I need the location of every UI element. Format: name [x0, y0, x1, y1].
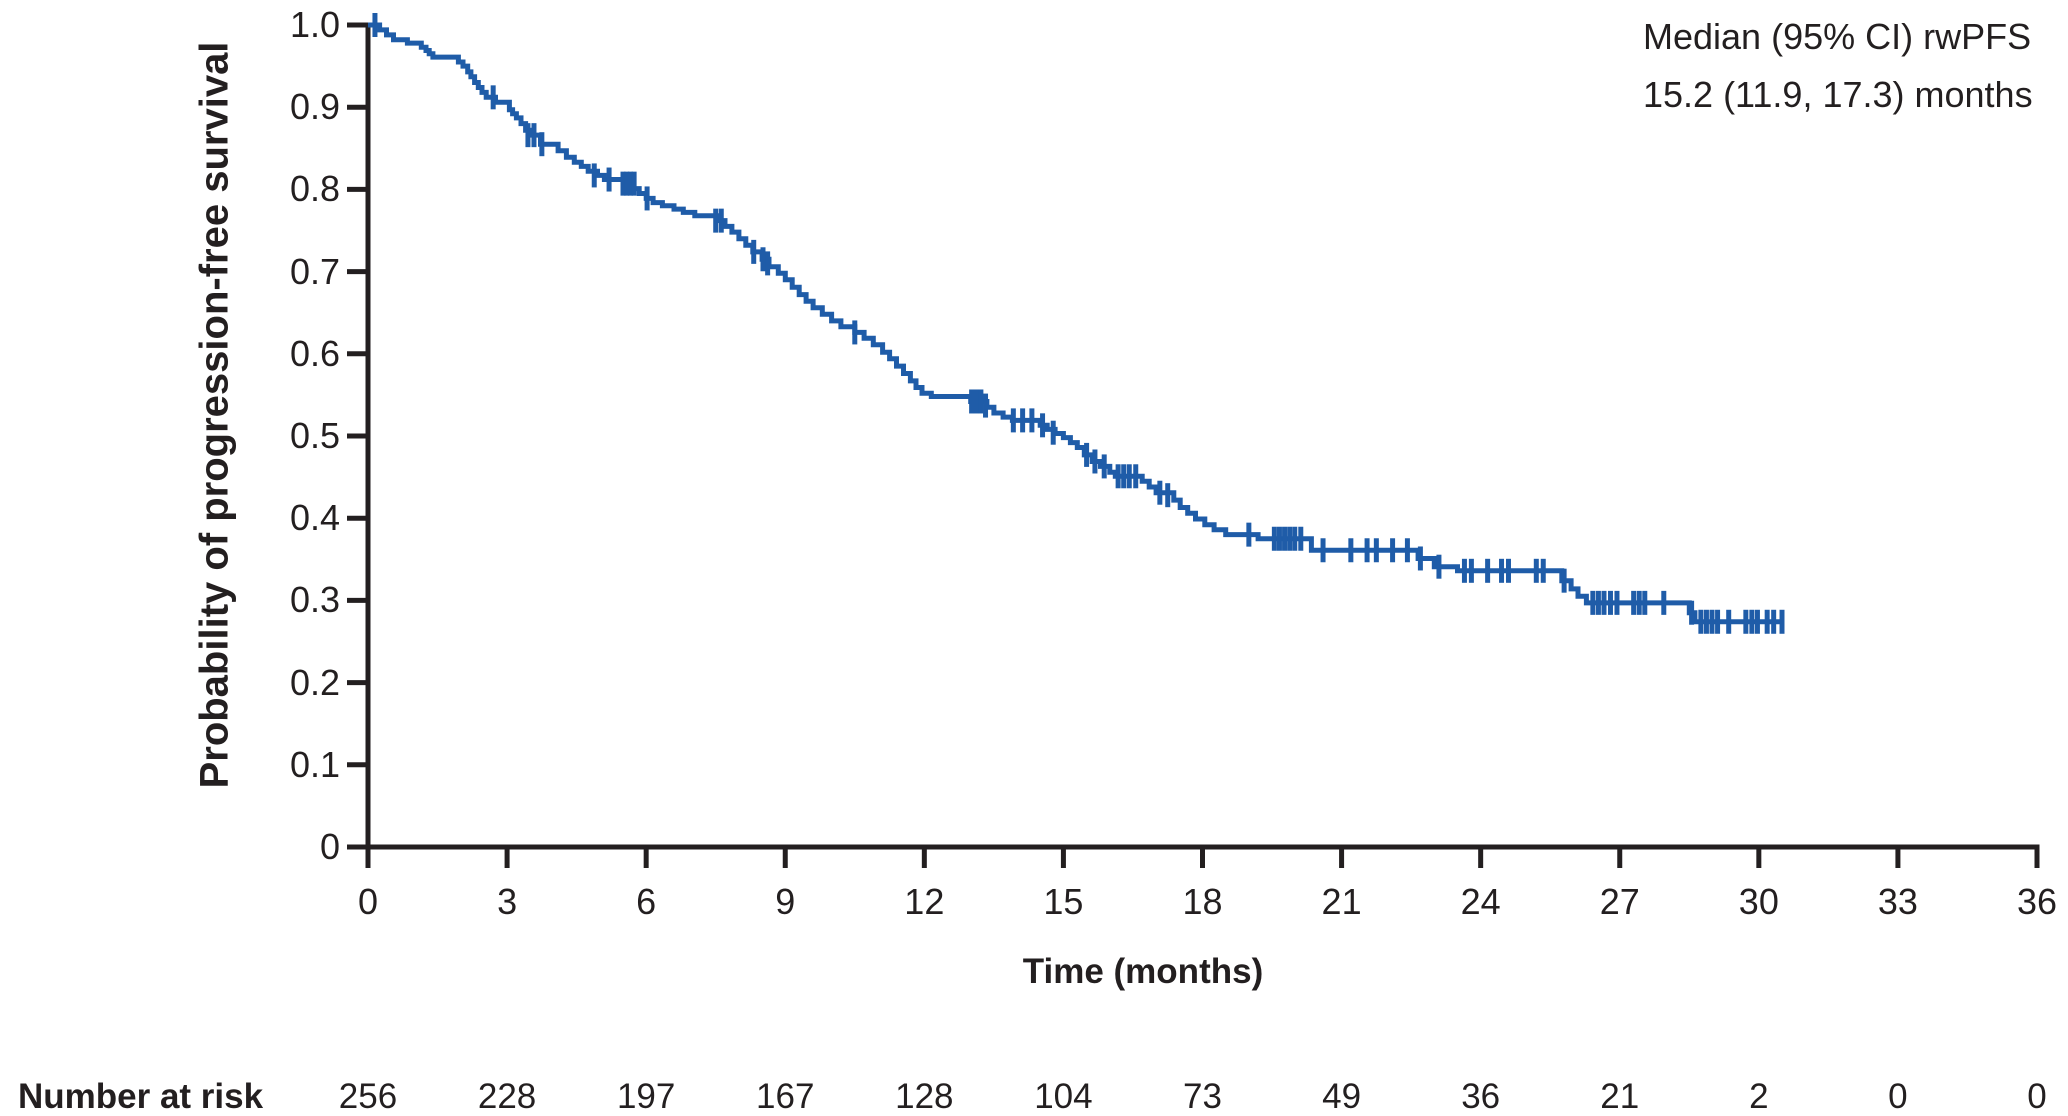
risk-count: 228 [477, 1077, 537, 1116]
x-tick-label: 3 [497, 881, 518, 922]
x-axis-title: Time (months) [1022, 952, 1264, 991]
x-tick-label: 33 [1877, 881, 1918, 922]
risk-count: 197 [616, 1077, 676, 1116]
y-tick-label: 0.8 [289, 168, 340, 210]
risk-count: 49 [1322, 1077, 1362, 1116]
survival-curve [368, 22, 1785, 625]
x-tick-label: 0 [357, 881, 379, 922]
median-annotation: Median (95% CI) rwPFS 15.2 (11.9, 17.3) … [1643, 8, 2033, 124]
y-tick-label: 0.3 [289, 579, 340, 621]
y-tick-label: 0.2 [289, 661, 340, 703]
axis-ticks [347, 22, 2040, 868]
x-tick-label: 21 [1321, 881, 1362, 922]
y-tick-label: 0.1 [289, 743, 340, 785]
risk-count: 167 [756, 1077, 815, 1116]
x-tick-label: 9 [775, 881, 796, 922]
x-tick-label: 36 [2016, 881, 2058, 922]
risk-count: 0 [2027, 1077, 2047, 1116]
x-tick-label: 15 [1043, 881, 1084, 922]
x-tick-label: 6 [636, 881, 657, 922]
risk-count: 2 [1749, 1077, 1769, 1116]
median-annotation-line1: Median (95% CI) rwPFS [1643, 16, 2032, 57]
x-tick-label: 12 [904, 881, 945, 922]
risk-count: 21 [1600, 1077, 1640, 1116]
y-tick-label: 0.6 [289, 332, 340, 374]
x-tick-label: 27 [1599, 881, 1640, 922]
x-tick-label: 24 [1460, 881, 1501, 922]
x-tick-label: 18 [1182, 881, 1223, 922]
y-tick-label: 0.7 [289, 250, 340, 292]
risk-count: 73 [1183, 1077, 1222, 1116]
y-tick-label: 0.9 [289, 86, 340, 128]
y-tick-label: 0.4 [289, 497, 340, 539]
risk-count: 104 [1034, 1077, 1093, 1116]
censor-marks [372, 13, 1785, 634]
risk-count: 36 [1461, 1077, 1501, 1116]
x-tick-label: 30 [1738, 881, 1779, 922]
risk-table-label: Number at risk [18, 1077, 264, 1116]
risk-count: 0 [1888, 1077, 1908, 1116]
y-tick-label: 0.5 [289, 415, 340, 456]
median-annotation-line2: 15.2 (11.9, 17.3) months [1643, 74, 2033, 115]
risk-count: 256 [338, 1077, 398, 1116]
risk-count: 128 [895, 1077, 954, 1116]
y-tick-label: 1.0 [289, 4, 340, 45]
y-tick-label: 0 [319, 826, 340, 867]
